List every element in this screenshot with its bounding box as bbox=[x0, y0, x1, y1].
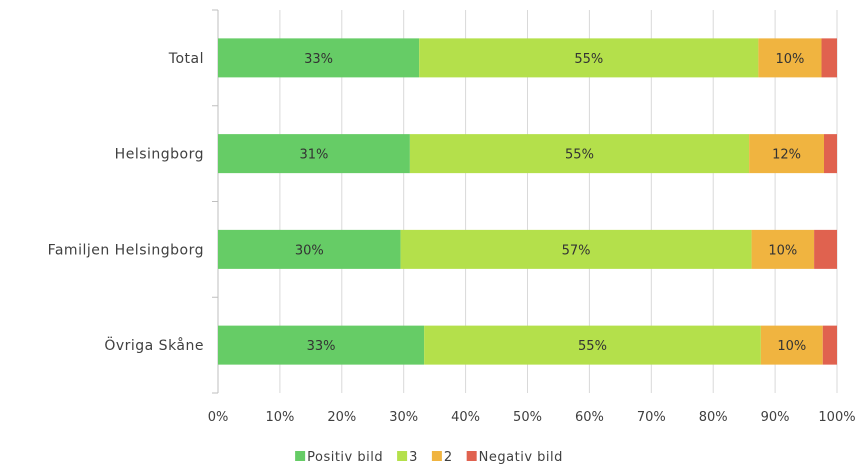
bar-segment bbox=[419, 38, 759, 78]
legend-swatch bbox=[295, 451, 306, 461]
legend-item: 3 bbox=[397, 450, 418, 465]
bar-segment bbox=[758, 38, 822, 78]
x-tick-label: 40% bbox=[451, 410, 480, 425]
category-label: Helsingborg bbox=[115, 147, 204, 163]
bar-segment bbox=[424, 325, 761, 365]
data-label: 30% bbox=[295, 243, 324, 258]
legend: Positiv bild 3 2 Negativ bild bbox=[295, 450, 563, 465]
x-tick-label: 100% bbox=[818, 410, 855, 425]
bar-segment bbox=[824, 134, 837, 174]
legend-swatch bbox=[466, 451, 477, 461]
legend-swatch bbox=[431, 451, 442, 461]
legend-label: Positiv bild bbox=[307, 450, 383, 465]
x-tick-label: 90% bbox=[761, 410, 790, 425]
data-label: 10% bbox=[777, 339, 806, 354]
data-label: 55% bbox=[578, 339, 607, 354]
data-label: 33% bbox=[307, 339, 336, 354]
x-tick-label: 10% bbox=[265, 410, 294, 425]
x-tick-label: 20% bbox=[327, 410, 356, 425]
data-label: 55% bbox=[565, 148, 594, 163]
y-axis bbox=[212, 9, 219, 394]
bar-segment bbox=[400, 229, 752, 269]
bar-segment bbox=[218, 325, 425, 365]
x-tick-label: 0% bbox=[208, 410, 229, 425]
category-label: Övriga Skåne bbox=[104, 336, 204, 354]
data-label: 57% bbox=[562, 243, 591, 258]
bar-segment bbox=[822, 325, 837, 365]
category-label: Total bbox=[168, 51, 204, 67]
bars: 33% 55% 10% 31% 55% 12% 30% 57% 10% 33% 55% 10% bbox=[218, 38, 837, 365]
legend-label: Negativ bild bbox=[479, 450, 563, 465]
data-label: 33% bbox=[304, 52, 333, 67]
bar-segment bbox=[218, 38, 420, 78]
bar-segment bbox=[749, 134, 825, 174]
x-tick-label: 50% bbox=[513, 410, 542, 425]
x-tick-label: 80% bbox=[699, 410, 728, 425]
x-tick-label: 70% bbox=[637, 410, 666, 425]
x-tick-label: 30% bbox=[389, 410, 418, 425]
legend-label: 2 bbox=[444, 450, 453, 465]
category-label: Familjen Helsingborg bbox=[48, 242, 204, 258]
legend-label: 3 bbox=[409, 450, 418, 465]
bar-segment bbox=[751, 229, 815, 269]
x-tick-label: 60% bbox=[575, 410, 604, 425]
bar-segment bbox=[409, 134, 750, 174]
data-label: 10% bbox=[768, 243, 797, 258]
data-label: 31% bbox=[299, 148, 328, 163]
bar-segment bbox=[760, 325, 823, 365]
legend-item: 2 bbox=[431, 450, 453, 465]
category-labels: Total Helsingborg Familjen Helsingborg Övri… bbox=[48, 51, 204, 354]
legend-item: Negativ bild bbox=[466, 450, 563, 465]
bar-segment bbox=[814, 229, 837, 269]
x-tick-labels: 0% 10% 20% 30% 40% 50% 60% 70% 80% 90% 100% bbox=[208, 410, 856, 425]
legend-item: Positiv bild bbox=[295, 450, 383, 465]
legend-swatch bbox=[397, 451, 408, 461]
data-label: 12% bbox=[772, 148, 801, 163]
bar-segment bbox=[218, 134, 410, 174]
data-label: 10% bbox=[776, 52, 805, 67]
data-label: 55% bbox=[574, 52, 603, 67]
bar-segment bbox=[218, 229, 401, 269]
bar-segment bbox=[821, 38, 837, 78]
